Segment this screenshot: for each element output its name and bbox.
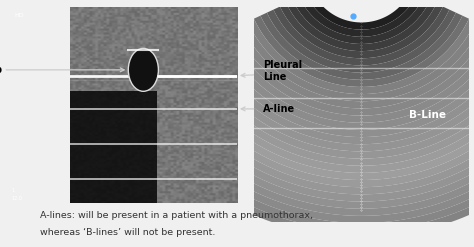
Text: 1: 1: [12, 188, 15, 193]
Polygon shape: [202, 40, 474, 144]
Polygon shape: [286, 0, 437, 51]
Polygon shape: [273, 7, 449, 65]
Polygon shape: [234, 25, 474, 108]
Polygon shape: [254, 16, 469, 87]
Polygon shape: [300, 0, 423, 37]
Polygon shape: [241, 22, 474, 101]
Text: Rib: Rib: [0, 65, 2, 75]
Polygon shape: [195, 43, 474, 151]
Polygon shape: [189, 46, 474, 159]
Text: B-Line: B-Line: [409, 110, 446, 120]
Polygon shape: [143, 67, 474, 209]
Polygon shape: [176, 52, 474, 173]
Polygon shape: [215, 34, 474, 130]
Polygon shape: [150, 64, 474, 202]
Text: HD: HD: [14, 13, 24, 18]
Text: A-lines: will be present in a patient with a pneumothorax,: A-lines: will be present in a patient wi…: [40, 211, 313, 220]
Polygon shape: [221, 31, 474, 123]
Polygon shape: [247, 19, 474, 94]
Polygon shape: [163, 58, 474, 187]
Text: whereas ‘B-lines’ will not be present.: whereas ‘B-lines’ will not be present.: [40, 228, 216, 237]
Polygon shape: [130, 73, 474, 223]
Polygon shape: [117, 79, 474, 237]
Polygon shape: [267, 10, 456, 73]
Text: Pleural
Line: Pleural Line: [263, 60, 302, 82]
Polygon shape: [260, 13, 463, 80]
Text: 12.0: 12.0: [12, 196, 23, 201]
Polygon shape: [182, 49, 474, 166]
Polygon shape: [156, 61, 474, 194]
Text: A-line: A-line: [263, 104, 295, 114]
Polygon shape: [228, 28, 474, 116]
Ellipse shape: [128, 48, 158, 91]
Polygon shape: [208, 37, 474, 137]
Bar: [70, 91, 157, 203]
Polygon shape: [306, 0, 417, 30]
Polygon shape: [169, 55, 474, 180]
Polygon shape: [293, 0, 430, 44]
Polygon shape: [280, 3, 443, 58]
Polygon shape: [124, 76, 474, 230]
Polygon shape: [137, 70, 474, 216]
